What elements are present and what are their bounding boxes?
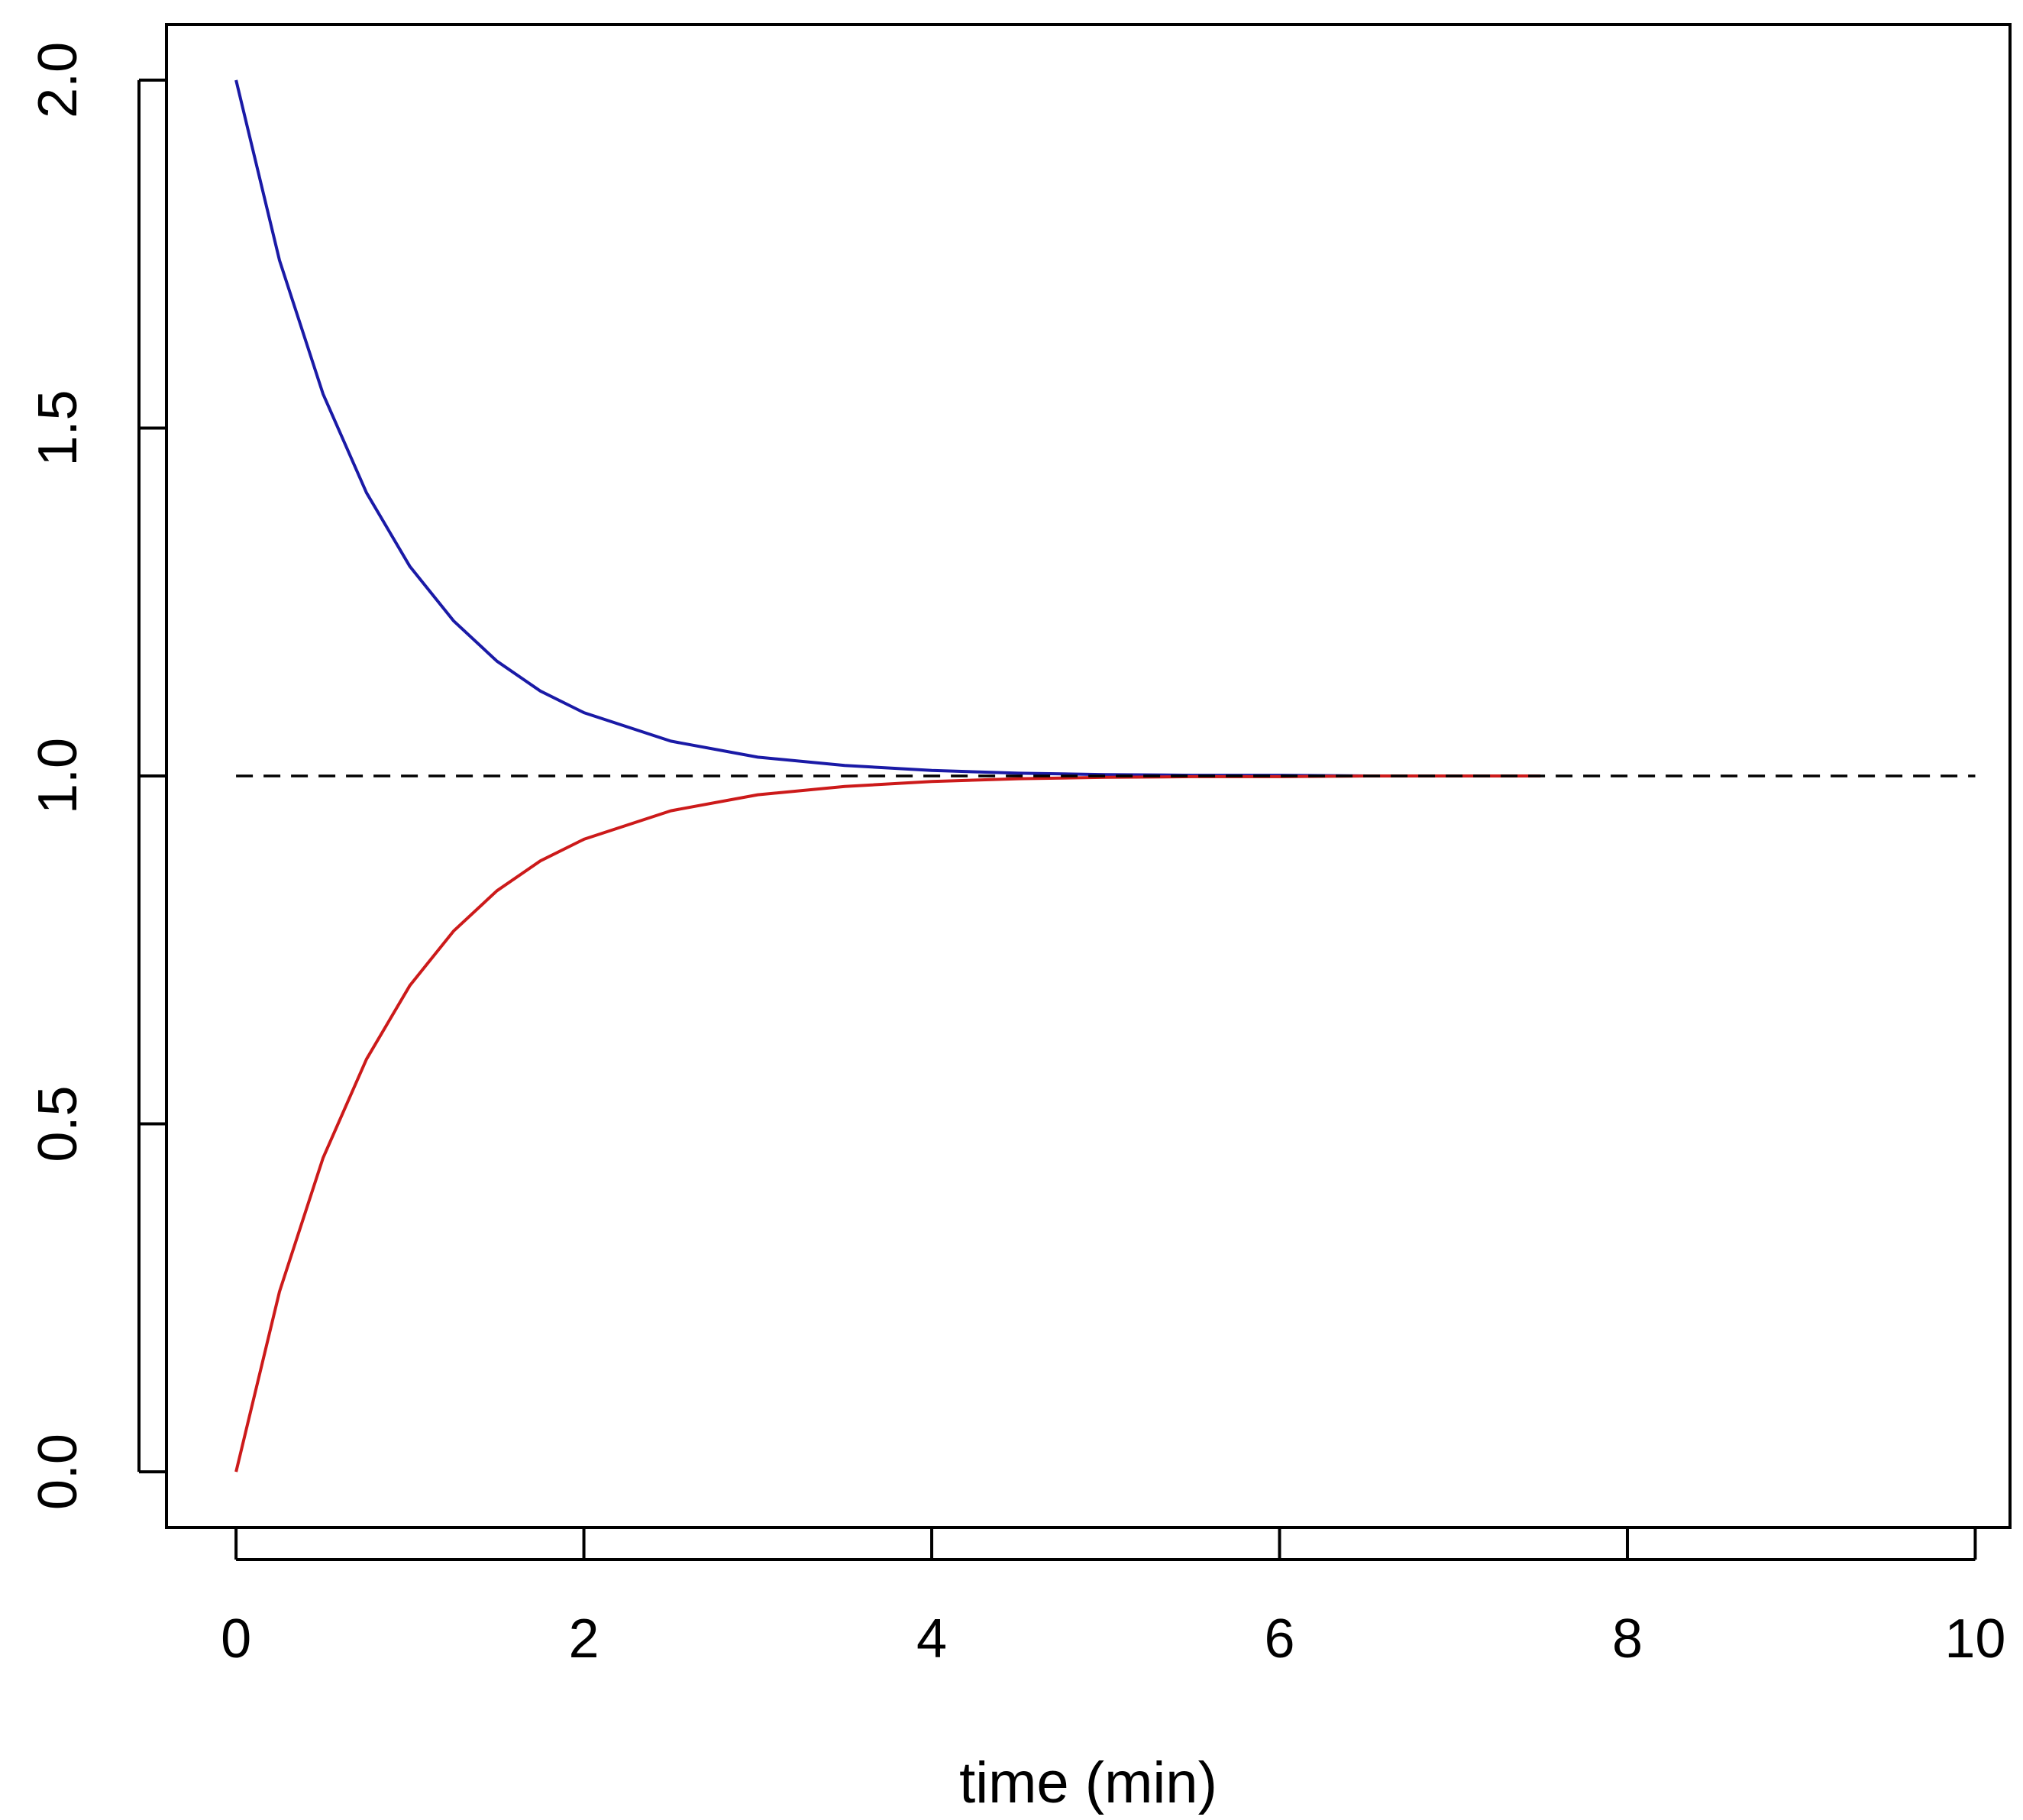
- y-tick-label: 2.0: [27, 42, 89, 118]
- series-layer: [234, 79, 1976, 1472]
- x-tick-label: 8: [1612, 1608, 1643, 1670]
- x-axis-title: time (min): [959, 1750, 1217, 1815]
- x-tick-label: 10: [1944, 1608, 2005, 1670]
- y-axis: 0.0 0.5 1.0 1.5 2.0: [27, 42, 166, 1510]
- y-tick-label: 0.0: [27, 1434, 89, 1510]
- series-line-1: [234, 79, 1541, 777]
- y-tick-label: 0.5: [27, 1086, 89, 1162]
- series-line-2: [234, 774, 1541, 1472]
- y-tick-label: 1.0: [27, 738, 89, 814]
- x-tick-label: 6: [1264, 1608, 1294, 1670]
- x-tick-label: 0: [221, 1608, 251, 1670]
- x-axis: 0 2 4 6 8 10: [221, 1527, 2005, 1670]
- y-tick-label: 1.5: [27, 390, 89, 466]
- x-tick-label: 2: [569, 1608, 599, 1670]
- x-tick-label: 4: [916, 1608, 947, 1670]
